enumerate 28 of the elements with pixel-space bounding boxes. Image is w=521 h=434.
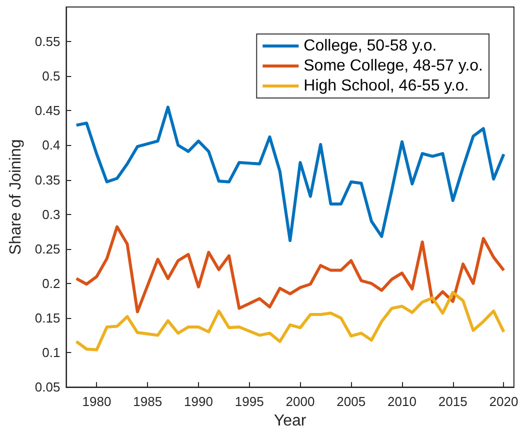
y-tick-label: 0.05 <box>34 380 60 395</box>
y-tick-label: 0.5 <box>42 68 60 84</box>
line-series <box>74 106 506 242</box>
y-tick-label: 0.2 <box>42 276 60 291</box>
line-series <box>74 290 506 352</box>
y-tick-label: 0.15 <box>34 310 60 326</box>
x-tick-label: 1980 <box>82 394 112 410</box>
x-axis-title: Year <box>274 412 307 430</box>
x-tick-label: 2020 <box>489 394 518 410</box>
y-tick-label: 0.4 <box>42 138 60 153</box>
y-axis-title: Share of Joining <box>8 139 24 255</box>
x-tick-label: 1990 <box>184 394 213 410</box>
y-tick-label: 0.35 <box>34 172 60 188</box>
x-tick-label: 1995 <box>234 394 264 410</box>
y-tick-label: 0.25 <box>34 241 60 256</box>
legend-label: College, 50-58 y.o. <box>304 38 437 54</box>
x-tick-label: 2000 <box>286 394 315 410</box>
x-tick-label: 1985 <box>133 394 162 410</box>
y-tick-label: 0.3 <box>42 206 60 222</box>
x-tick-label: 2015 <box>438 394 468 410</box>
x-tick-label: 2005 <box>336 394 366 410</box>
y-tick-label: 0.45 <box>34 103 60 118</box>
legend-label: High School, 46-55 y.o. <box>304 78 469 94</box>
y-tick-label: 0.55 <box>34 34 60 50</box>
line-series <box>74 225 506 314</box>
x-tick-label: 2010 <box>388 394 416 410</box>
legend-label: Some College, 48-57 y.o. <box>304 58 483 74</box>
y-tick-label: 0.1 <box>42 345 60 360</box>
